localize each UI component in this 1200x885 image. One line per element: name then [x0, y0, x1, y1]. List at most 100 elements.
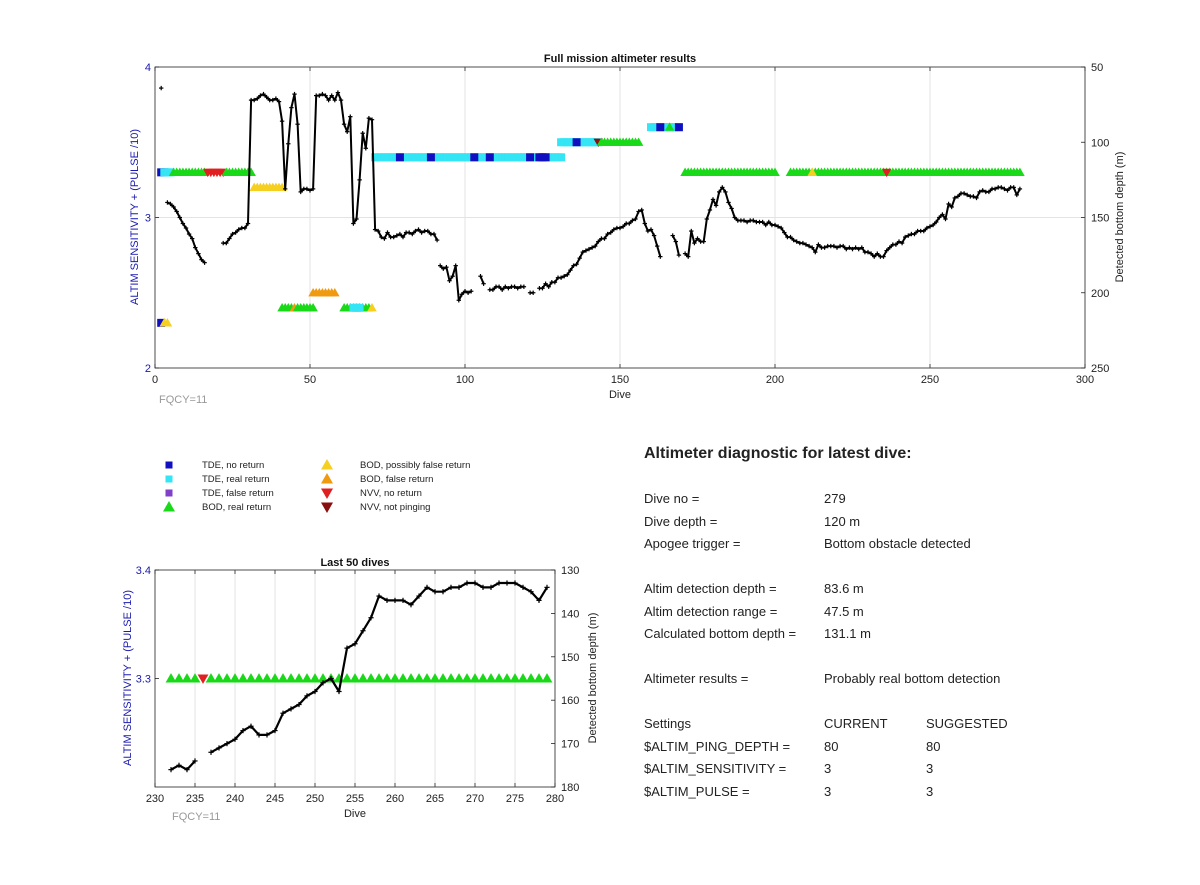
- depth-point: [701, 239, 706, 244]
- depth-point: [583, 248, 589, 253]
- value: 83.6 m: [824, 581, 864, 596]
- marker-bod-real: [664, 122, 675, 131]
- label: Settings: [644, 716, 691, 731]
- depth-point: [384, 597, 390, 603]
- depth-point: [565, 272, 570, 277]
- depth-point: [536, 597, 542, 603]
- depth-point: [791, 237, 796, 243]
- depth-point: [593, 243, 598, 249]
- depth-point: [655, 243, 660, 249]
- row-altimeter-results: Altimeter results = Probably real bottom …: [644, 671, 1164, 694]
- depth-point: [763, 222, 768, 228]
- depth-point: [896, 239, 902, 244]
- depth-point: [521, 284, 527, 289]
- depth-point: [872, 254, 877, 259]
- depth-point: [732, 215, 737, 220]
- depth-point: [320, 91, 325, 97]
- depth-point: [707, 207, 713, 213]
- depth-point: [372, 227, 378, 232]
- current-header: CURRENT: [824, 716, 888, 731]
- y2-tick-label: 130: [561, 565, 579, 577]
- marker-bod-real: [770, 167, 780, 176]
- depth-point: [304, 693, 310, 699]
- marker-bod-real: [357, 673, 369, 683]
- depth-point: [893, 242, 899, 247]
- depth-point: [472, 580, 478, 586]
- depth-point: [937, 215, 942, 220]
- depth-point: [1011, 185, 1016, 190]
- depth-point: [488, 584, 494, 590]
- y2-tick-label: 100: [1091, 137, 1109, 149]
- marker-tde-no: [485, 153, 494, 162]
- label: Calculated bottom depth =: [644, 626, 797, 641]
- depth-point: [240, 727, 246, 734]
- depth-point: [577, 255, 582, 261]
- depth-point: [955, 194, 961, 199]
- marker-bod-real: [301, 673, 313, 683]
- depth-point: [949, 204, 954, 210]
- depth-point: [413, 228, 418, 234]
- depth-point: [841, 243, 846, 249]
- row-dive-depth: Dive depth = 120 m: [644, 514, 1164, 537]
- depth-point: [611, 227, 616, 232]
- marker-bod-real: [245, 673, 257, 683]
- depth-point: [444, 264, 449, 270]
- depth-point: [304, 186, 310, 192]
- x-tick-label: 240: [226, 793, 244, 805]
- depth-point: [648, 227, 654, 232]
- depth-point: [1017, 186, 1023, 192]
- marker-bod-possibly: [162, 318, 173, 327]
- x-tick-label: 235: [186, 793, 204, 805]
- marker-bod-real: [381, 673, 393, 683]
- marker-bod-real: [633, 137, 644, 146]
- x-tick-label: 255: [346, 793, 364, 805]
- depth-point: [571, 263, 576, 268]
- diagnostic-title: Altimeter diagnostic for latest dive:: [644, 445, 912, 462]
- depth-point: [682, 251, 688, 256]
- depth-point: [448, 584, 454, 590]
- depth-point: [344, 645, 350, 651]
- depth-point: [360, 628, 366, 634]
- row-apogee-trigger: Apogee trigger = Bottom obstacle detected: [644, 536, 1164, 559]
- legend-marker: [321, 488, 333, 499]
- marker-bod-real: [285, 673, 297, 683]
- depth-point: [397, 231, 403, 237]
- depth-point: [230, 231, 235, 237]
- depth-point: [224, 240, 229, 246]
- depth-point: [844, 246, 849, 252]
- marker-bod-real: [308, 303, 318, 312]
- depth-point: [248, 723, 254, 729]
- depth-point: [379, 234, 384, 240]
- marker-tde-no: [157, 318, 166, 327]
- depth-point: [512, 580, 518, 586]
- legend-label: TDE, false return: [202, 488, 274, 499]
- depth-point: [853, 245, 858, 250]
- marker-bod-real: [413, 673, 425, 683]
- marker-bod-real: [389, 673, 401, 683]
- depth-point: [307, 188, 313, 193]
- depth-point: [252, 97, 257, 103]
- depth-point: [620, 224, 626, 229]
- row-pulse: $ALTIM_PULSE = 3 3: [644, 784, 1164, 807]
- depth-point: [280, 710, 286, 716]
- marker-bod-real: [469, 673, 481, 683]
- depth-point: [921, 228, 926, 234]
- marker-bod-real: [237, 673, 249, 683]
- depth-point: [295, 121, 300, 127]
- marker-bod-real: [461, 673, 473, 683]
- depth-point: [329, 93, 334, 98]
- row-ping-depth: $ALTIM_PING_DEPTH = 80 80: [644, 739, 1164, 762]
- depth-point: [943, 216, 948, 222]
- depth-point: [500, 287, 505, 292]
- depth-point: [965, 192, 970, 198]
- diagnostic-panel: Altimeter diagnostic for latest dive: Di…: [644, 445, 1164, 806]
- depth-point: [974, 195, 979, 201]
- depth-point: [710, 197, 716, 202]
- depth-point: [766, 219, 771, 225]
- depth-point: [713, 203, 719, 208]
- depth-point: [744, 219, 750, 225]
- marker-bod-real: [349, 673, 361, 683]
- marker-tde-real: [557, 153, 566, 162]
